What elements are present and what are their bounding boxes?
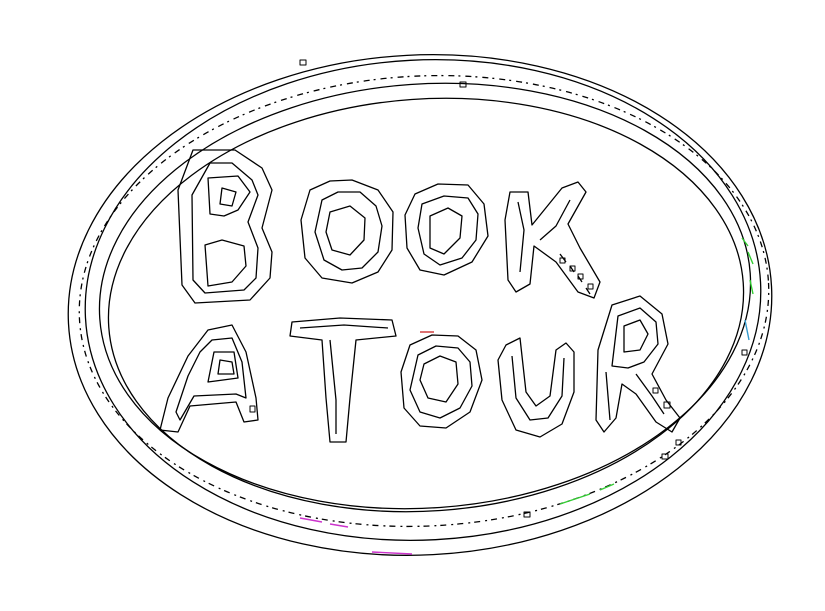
- badge-ring: [67, 54, 773, 556]
- letters-a-tour: [159, 295, 681, 443]
- stepped-texture: [249, 59, 748, 518]
- letters-book: [177, 149, 601, 304]
- ring-speckles: [299, 237, 754, 555]
